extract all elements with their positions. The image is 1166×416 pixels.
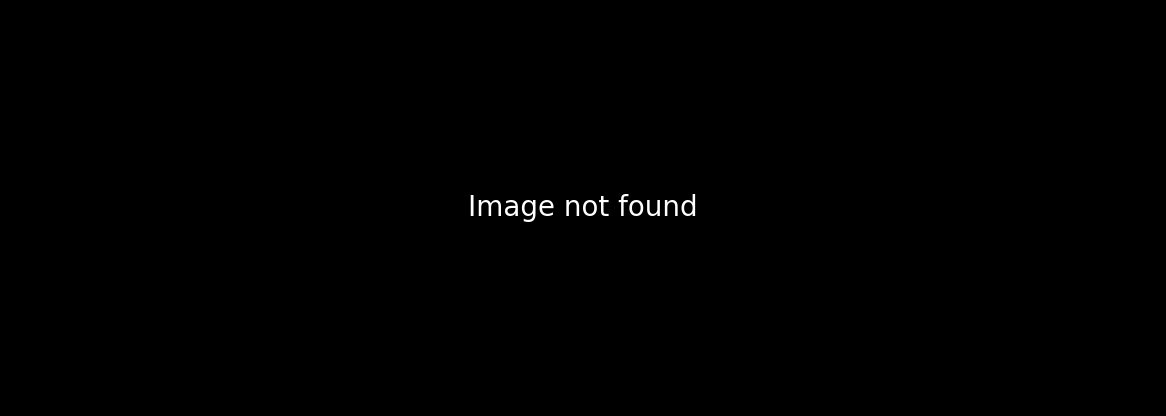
Text: Image not found: Image not found <box>469 194 697 222</box>
